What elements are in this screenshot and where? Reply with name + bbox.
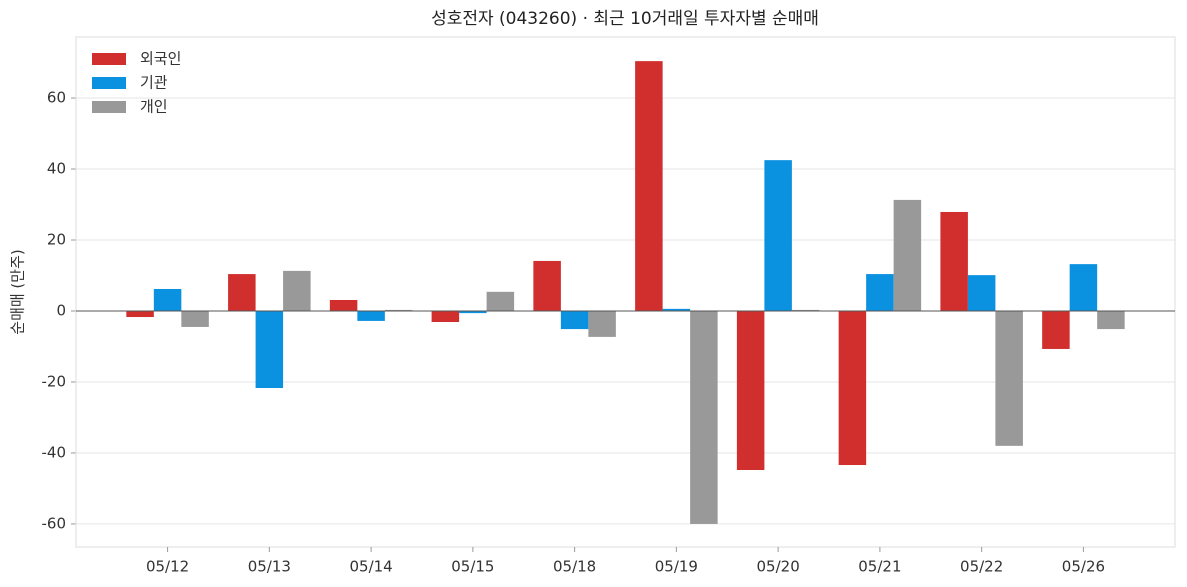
bar — [228, 274, 256, 311]
bar — [791, 309, 820, 311]
bar — [635, 61, 663, 311]
bar — [940, 211, 968, 311]
bar — [893, 199, 922, 311]
bar — [995, 310, 1023, 446]
x-tick-label: 05/15 — [451, 558, 494, 576]
plot-frame — [75, 36, 1176, 548]
legend-label: 외국인 — [140, 50, 181, 68]
bar — [181, 310, 209, 327]
bar — [486, 291, 515, 311]
bar — [431, 310, 460, 322]
bar — [459, 310, 487, 314]
x-tick-label: 05/26 — [1062, 558, 1105, 576]
y-tick-label: -20 — [42, 372, 67, 390]
bar — [967, 275, 996, 311]
legend-swatch — [92, 53, 126, 65]
bar — [866, 274, 894, 311]
bar — [560, 310, 589, 330]
x-tick-label: 05/22 — [960, 558, 1003, 576]
bar — [533, 260, 561, 311]
y-axis-label: 순매매 (만주) — [9, 249, 27, 334]
bar — [662, 308, 691, 311]
y-tick-label: -40 — [42, 443, 67, 461]
bar — [384, 309, 413, 311]
legend-swatch — [92, 101, 126, 113]
bar — [1069, 264, 1098, 311]
x-tick-label: 05/13 — [248, 558, 291, 576]
y-tick-label: 60 — [47, 89, 66, 107]
bar — [283, 270, 311, 311]
x-tick-label: 05/12 — [146, 558, 189, 576]
bar — [1042, 310, 1070, 349]
bar — [736, 310, 765, 470]
legend-label: 기관 — [140, 74, 168, 92]
bar — [255, 310, 284, 389]
bar — [153, 288, 182, 311]
bar — [1097, 310, 1125, 330]
bar — [588, 310, 616, 337]
bar — [357, 310, 385, 321]
y-tick-label: -60 — [42, 514, 67, 532]
y-tick-label: 40 — [47, 160, 66, 178]
bar — [126, 310, 154, 318]
x-tick-label: 05/18 — [553, 558, 596, 576]
bar — [329, 299, 358, 311]
chart-title: 성호전자 (043260) · 최근 10거래일 투자자별 순매매 — [431, 9, 819, 29]
x-tick-label: 05/14 — [349, 558, 392, 576]
x-tick-label: 05/21 — [858, 558, 901, 576]
legend-label: 개인 — [140, 98, 168, 116]
x-tick-label: 05/20 — [757, 558, 800, 576]
bar — [690, 310, 718, 524]
y-tick-label: 0 — [56, 301, 66, 319]
bar — [838, 310, 867, 466]
x-tick-label: 05/19 — [655, 558, 698, 576]
legend-swatch — [92, 77, 126, 89]
y-tick-label: 20 — [47, 231, 66, 249]
bar — [764, 160, 792, 311]
